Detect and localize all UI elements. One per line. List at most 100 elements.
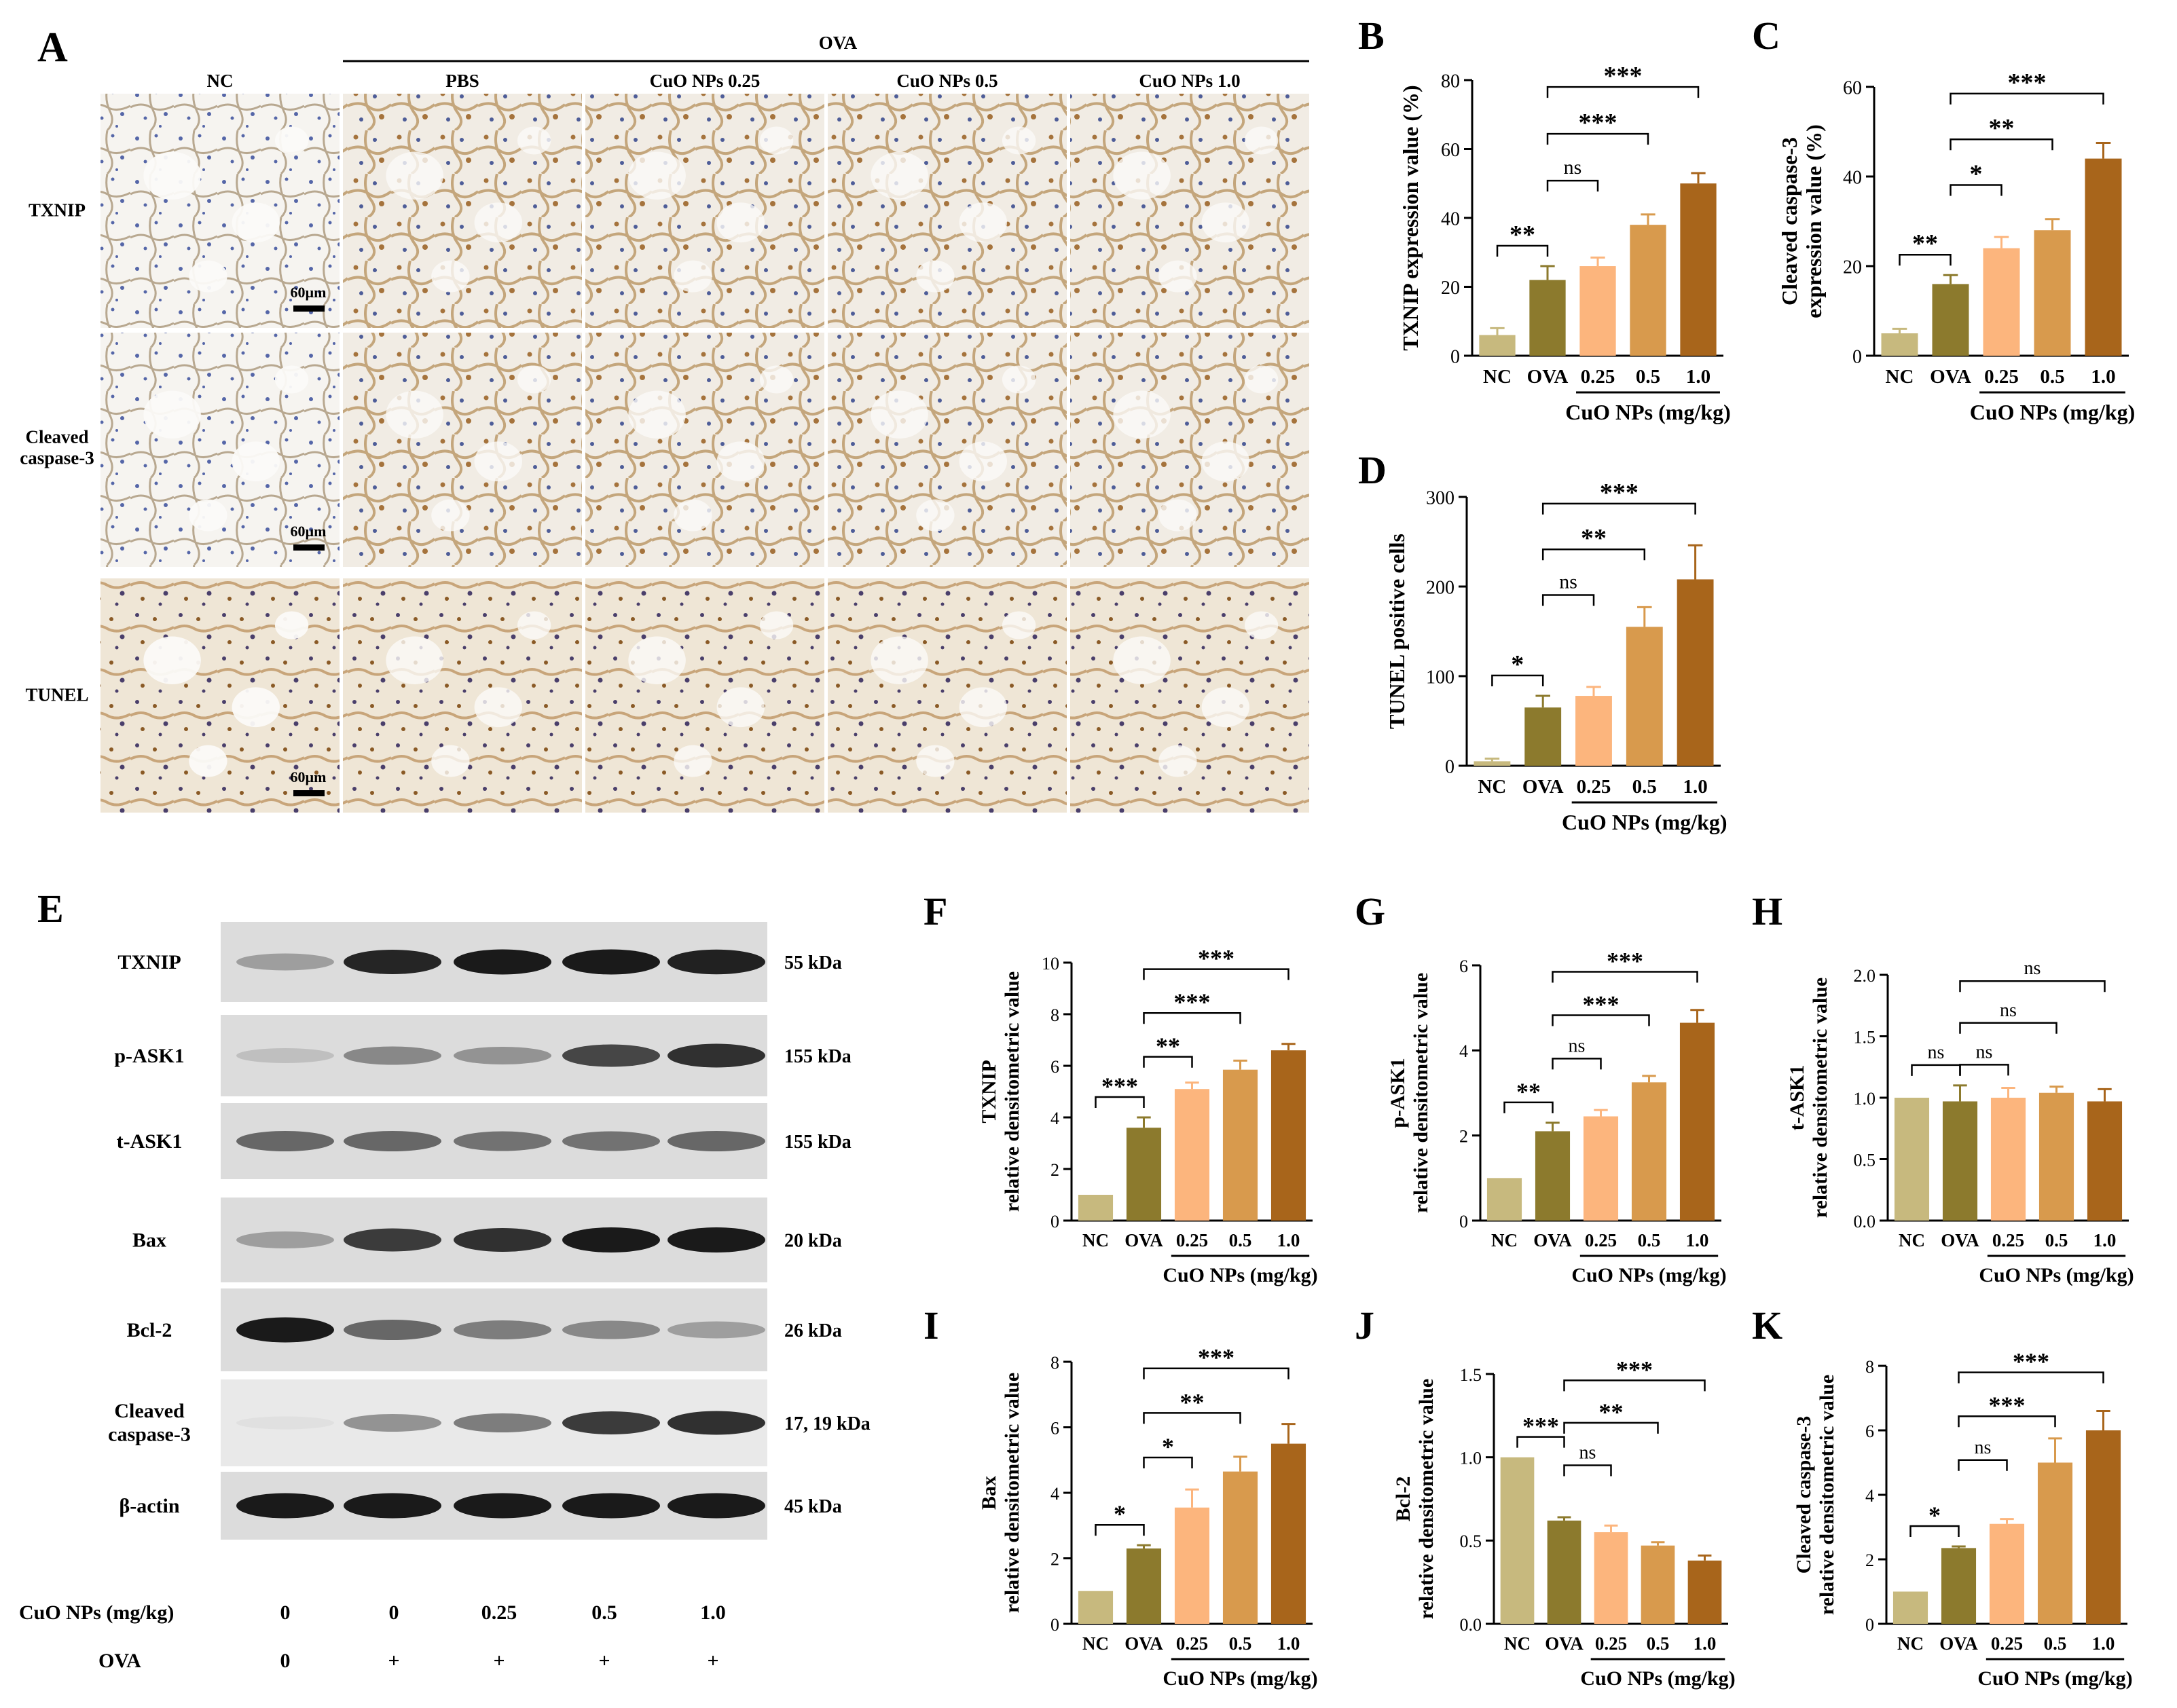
airspace: [274, 611, 309, 639]
airspace: [189, 260, 227, 293]
micrograph: [828, 333, 1067, 567]
y-tick-label: 200: [1426, 578, 1455, 599]
blot-band: [344, 1414, 441, 1432]
y-tick-label: 80: [1441, 71, 1460, 92]
significance-bracket: [1552, 971, 1698, 983]
bar: [1500, 1457, 1535, 1624]
bar: [1126, 1548, 1162, 1624]
blot-band: [454, 1493, 551, 1519]
x-tick-label: NC: [1504, 1633, 1531, 1654]
airspace: [232, 202, 280, 243]
panel-letter: B: [1358, 14, 1385, 58]
bar: [1270, 1050, 1306, 1221]
significance-bracket: [1959, 1064, 2009, 1076]
blot-band: [562, 1131, 660, 1151]
y-tick-label: 2: [1865, 1551, 1874, 1570]
significance-label: ***: [1579, 109, 1617, 137]
y-tick-label: 6: [1865, 1422, 1874, 1441]
significance-label: ***: [1198, 945, 1234, 972]
bar: [1078, 1195, 1114, 1221]
y-tick-label: 2: [1050, 1160, 1059, 1180]
x-tick-label: OVA: [1930, 366, 1971, 388]
y-tick-label: 20: [1441, 278, 1460, 299]
blot-band: [236, 1416, 334, 1430]
bar: [1677, 579, 1714, 766]
airspace: [959, 441, 1008, 482]
airspace: [628, 636, 686, 684]
y-tick-label: 1.5: [1854, 1027, 1876, 1047]
airspace: [916, 745, 955, 777]
airspace: [474, 441, 522, 482]
significance-label: ns: [1564, 156, 1582, 179]
blot-protein-label: p-ASK1: [114, 1045, 184, 1067]
ova-value: +: [388, 1650, 399, 1672]
significance-bracket: [1143, 1011, 1241, 1024]
significance-bracket: [1143, 1367, 1289, 1379]
airspace: [143, 390, 201, 439]
x-group-label: CuO NPs (mg/kg): [1163, 1264, 1317, 1286]
significance-bracket: [1958, 1459, 2008, 1471]
blot-band: [236, 1048, 334, 1063]
airspace: [1113, 636, 1171, 684]
x-tick-label: 0.25: [1585, 1230, 1617, 1250]
blot-band: [667, 1227, 765, 1252]
y-axis-label: Baxrelative densitometric value: [978, 1373, 1023, 1613]
bar: [1983, 248, 2020, 356]
x-tick-label: NC: [1491, 1230, 1518, 1250]
bar: [2034, 230, 2071, 356]
airspace: [759, 611, 794, 639]
y-axis-label: Bcl-2relative densitometric value: [1392, 1379, 1438, 1619]
bar: [1270, 1443, 1306, 1624]
significance-label: **: [1510, 221, 1535, 249]
significance-label: ns: [1579, 1442, 1596, 1463]
y-tick-label: 0.0: [1460, 1615, 1482, 1635]
micrograph: [828, 578, 1067, 813]
significance-bracket: [1496, 244, 1549, 257]
chart-panel-b: B 0 20 40 60 80 TXNIP expression value (%) NC OV…: [1358, 14, 1731, 424]
x-tick-label: OVA: [1527, 366, 1569, 388]
dose-value: 0.5: [591, 1601, 617, 1624]
bar: [1894, 1098, 1930, 1221]
y-tick-label: 4: [1865, 1486, 1874, 1506]
airspace: [959, 202, 1008, 243]
blot-band: [562, 949, 660, 975]
scale-bar-label: 60µm: [290, 523, 326, 540]
ova-value: +: [493, 1650, 505, 1672]
micrograph: [1070, 333, 1309, 567]
airspace: [232, 687, 280, 728]
airspace: [189, 499, 227, 532]
y-tick-label: 0: [1450, 347, 1460, 368]
y-tick-label: 8: [1865, 1357, 1874, 1377]
chart-panel-j: J 0.0 0.5 1.0 1.5 Bcl-2relative densitometric…: [1355, 1303, 1736, 1690]
airspace: [1158, 260, 1197, 293]
significance-label: **: [1180, 1388, 1205, 1415]
panel-letter: D: [1358, 448, 1387, 492]
bar: [1486, 1178, 1522, 1221]
bar: [1626, 627, 1663, 766]
y-tick-label: 8: [1050, 1005, 1059, 1025]
bar: [2037, 1462, 2073, 1624]
airspace: [386, 636, 443, 684]
row-label: TUNEL: [25, 685, 88, 705]
airspace: [474, 202, 522, 243]
significance-bracket: [1950, 184, 2002, 196]
y-tick-label: 2: [1459, 1126, 1468, 1146]
airspace: [1201, 441, 1250, 482]
y-tick-label: 4: [1050, 1484, 1059, 1504]
x-tick-label: 0.25: [1577, 776, 1611, 798]
significance-bracket: [1491, 674, 1544, 687]
y-tick-label: 40: [1843, 168, 1862, 189]
significance-bracket: [1143, 968, 1289, 980]
airspace: [1201, 687, 1250, 728]
column-label: CuO NPs 0.25: [650, 71, 761, 91]
panel-letter: I: [923, 1303, 939, 1348]
blot-band: [344, 950, 441, 974]
x-tick-label: 0.5: [2044, 1633, 2067, 1654]
x-tick-label: OVA: [1545, 1633, 1584, 1654]
significance-bracket: [1541, 502, 1696, 515]
x-tick-label: 0.5: [2045, 1230, 2068, 1250]
x-tick-label: NC: [1082, 1633, 1109, 1654]
panel-letter: H: [1752, 889, 1782, 933]
y-tick-label: 0: [1445, 757, 1455, 778]
